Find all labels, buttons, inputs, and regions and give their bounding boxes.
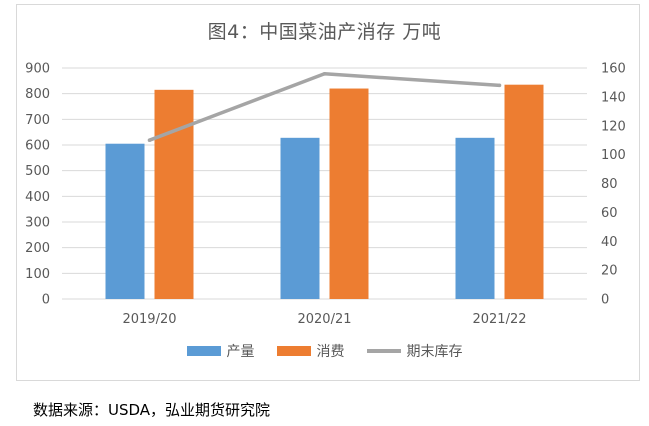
x-tick-label: 2020/21 [297, 312, 351, 327]
y-left-tick-label: 0 [42, 293, 50, 308]
legend-item-production: 产量 [186, 341, 255, 361]
y-left-tick-label: 400 [25, 190, 50, 205]
y-right-tick-label: 80 [601, 177, 618, 192]
y-right-tick-label: 120 [601, 119, 626, 134]
y-left-tick-label: 500 [25, 164, 50, 179]
bar-consumption [329, 88, 369, 300]
point-stock [497, 83, 502, 88]
legend-label-stock: 期末库存 [406, 344, 463, 360]
chart-title: 图4：中国菜油产消存 万吨 [207, 21, 442, 43]
y-left-tick-label: 800 [25, 87, 50, 102]
y-left-tick-label: 900 [25, 62, 50, 77]
y-right-tick-label: 140 [601, 90, 626, 105]
point-stock [322, 71, 327, 76]
y-left-tick-label: 100 [25, 267, 50, 282]
bar-consumption [504, 84, 544, 299]
y-right-tick-label: 160 [601, 62, 626, 77]
legend-label-consumption: 消费 [316, 344, 345, 360]
bar-production [455, 137, 495, 299]
x-tick-label: 2019/20 [122, 312, 176, 327]
y-left-tick-label: 200 [25, 241, 50, 256]
point-stock [147, 138, 152, 142]
legend-item-stock: 期末库存 [366, 341, 463, 361]
bar-production [280, 137, 320, 299]
legend-swatch-consumption [276, 346, 311, 356]
y-right-tick-label: 40 [601, 235, 618, 250]
y-left-tick-label: 600 [25, 139, 50, 154]
x-tick-label: 2021/22 [472, 312, 526, 327]
chart-legend: 产量 消费 期末库存 [0, 341, 649, 361]
legend-swatch-production [186, 346, 221, 356]
y-right-tick-label: 0 [601, 293, 609, 308]
y-right-tick-label: 20 [601, 264, 618, 279]
source-note: 数据来源：USDA，弘业期货研究院 [33, 401, 271, 419]
bar-production [105, 143, 145, 299]
legend-item-consumption: 消费 [276, 341, 345, 361]
y-right-tick-label: 60 [601, 206, 618, 221]
y-right-tick-label: 100 [601, 148, 626, 163]
bar-consumption [154, 89, 194, 299]
y-left-tick-label: 300 [25, 216, 50, 231]
legend-label-production: 产量 [226, 344, 255, 360]
line-stock [148, 72, 500, 142]
y-left-tick-label: 700 [25, 113, 50, 128]
legend-swatch-stock [366, 349, 401, 353]
